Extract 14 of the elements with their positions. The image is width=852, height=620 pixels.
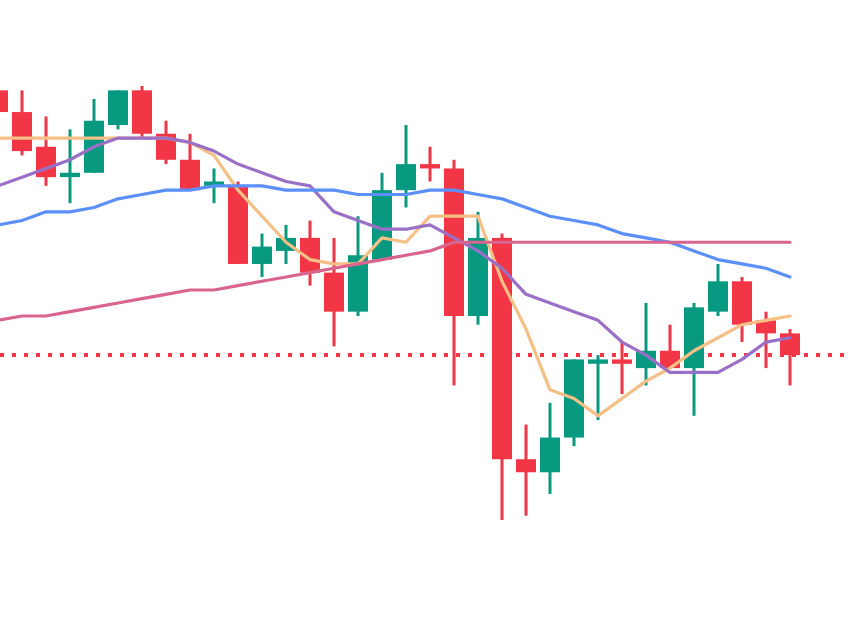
candlestick [180,132,200,192]
candlestick [108,88,128,131]
candlestick [708,262,728,318]
candlestick [540,401,560,496]
candlestick [588,353,608,422]
candlestick [516,423,536,518]
candlestick [732,275,752,344]
candlestick [396,123,416,210]
candlestick [420,145,440,183]
candlestick [324,236,344,348]
candlestick [252,232,272,279]
candlestick [132,84,152,140]
candlestick [60,127,80,205]
candlestick [12,88,32,157]
